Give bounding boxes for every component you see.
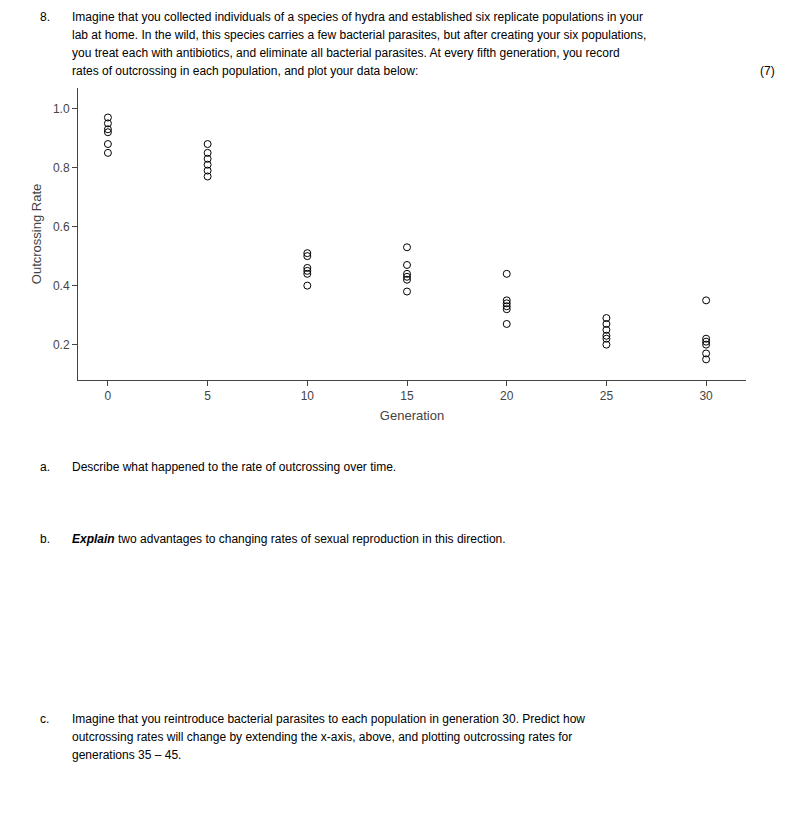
svg-text:0: 0 — [105, 389, 112, 403]
svg-text:0.6: 0.6 — [53, 220, 70, 234]
svg-text:25: 25 — [600, 389, 614, 403]
svg-text:lab at home. In the wild, this: lab at home. In the wild, this species c… — [72, 28, 646, 42]
svg-text:15: 15 — [400, 389, 414, 403]
svg-text:30: 30 — [699, 389, 713, 403]
svg-text:a.: a. — [40, 460, 50, 474]
svg-text:(7): (7) — [760, 64, 775, 78]
svg-text:0.8: 0.8 — [53, 161, 70, 175]
svg-text:10: 10 — [301, 389, 315, 403]
svg-text:rates of outcrossing in each p: rates of outcrossing in each population,… — [72, 64, 418, 78]
svg-text:Imagine that you reintroduce b: Imagine that you reintroduce bacterial p… — [72, 712, 585, 726]
svg-text:outcrossing rates will change: outcrossing rates will change by extendi… — [72, 730, 572, 744]
svg-text:Generation: Generation — [380, 408, 444, 423]
svg-text:you treat each with antibiotic: you treat each with antibiotics, and eli… — [72, 46, 620, 60]
svg-text:generations 35 – 45.: generations 35 – 45. — [72, 748, 181, 762]
svg-text:c.: c. — [40, 712, 49, 726]
svg-text:0.2: 0.2 — [53, 338, 70, 352]
svg-text:8.: 8. — [40, 10, 50, 24]
svg-text:Outcrossing Rate: Outcrossing Rate — [29, 184, 44, 284]
svg-text:0.4: 0.4 — [53, 279, 70, 293]
svg-text:Describe what happened to the: Describe what happened to the rate of ou… — [72, 460, 396, 474]
svg-text:Imagine that you collected ind: Imagine that you collected individuals o… — [72, 10, 643, 24]
svg-text:b.: b. — [40, 532, 50, 546]
svg-text:1.0: 1.0 — [53, 102, 70, 116]
svg-text:5: 5 — [204, 389, 211, 403]
svg-text:Explain two advantages to chan: Explain two advantages to changing rates… — [72, 532, 506, 546]
svg-text:20: 20 — [500, 389, 514, 403]
